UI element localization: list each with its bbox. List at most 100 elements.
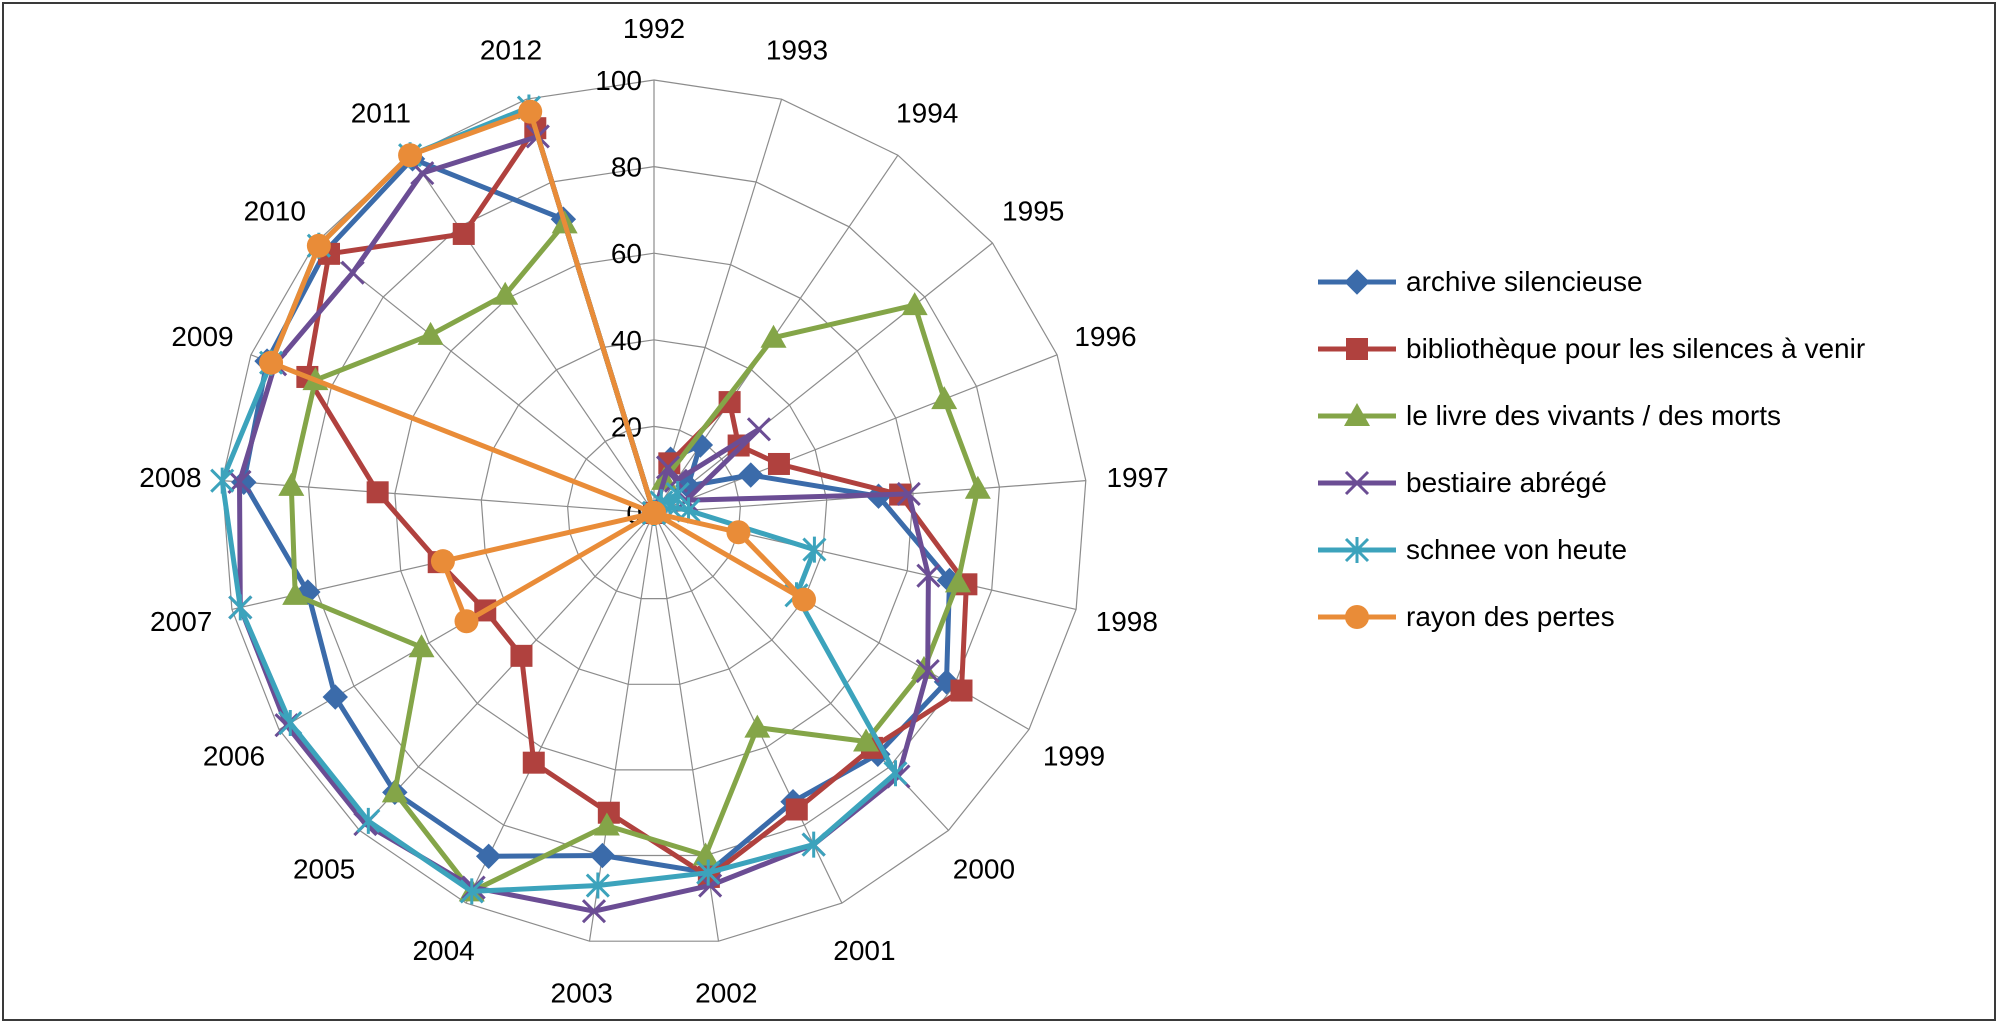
series-1-point-2011 (452, 222, 475, 245)
series-5-point-2009 (259, 350, 284, 375)
legend-item-3: bestiaire abrégé (1316, 449, 1996, 516)
series-5-point-1998 (726, 520, 751, 545)
legend-label-5: rayon des pertes (1406, 600, 1615, 632)
series-2-point-1994 (760, 324, 787, 348)
category-label-1996: 1996 (1074, 321, 1136, 352)
legend-label-4: schnee von heute (1406, 533, 1628, 565)
series-2-point-2002 (692, 842, 719, 866)
legend-item-0: archive silencieuse (1316, 248, 1996, 315)
category-label-1994: 1994 (896, 97, 958, 128)
legend-label-1: bibliothèque pour les silences à venir (1406, 332, 1866, 364)
series-line-3 (237, 134, 931, 914)
series-3-point-1998 (916, 563, 941, 588)
series-2-point-1998 (944, 569, 971, 593)
category-label-1999: 1999 (1043, 741, 1105, 772)
legend-swatch-marker-4 (1344, 536, 1370, 563)
series-1-point-1994 (718, 391, 741, 414)
legend-swatch-marker-5 (1345, 604, 1369, 629)
r-tick-label-5: 100 (595, 65, 642, 96)
series-3-point-1995 (746, 417, 772, 442)
series-2-point-2006 (408, 634, 435, 658)
category-label-2002: 2002 (695, 978, 757, 1009)
legend-swatch-5 (1318, 604, 1396, 629)
series-2-point-1995 (901, 292, 928, 316)
series-5-point-2006 (454, 609, 479, 634)
grid-spoke-11 (588, 512, 655, 942)
category-label-2001: 2001 (833, 935, 895, 966)
series-0-point-2004 (475, 843, 502, 870)
grid-ring-5 (221, 79, 1087, 942)
legend: archive silencieuse bibliothèque pour les… (1316, 248, 1996, 650)
series-0-point-1996 (738, 462, 764, 488)
series-1-point-2001 (785, 798, 808, 821)
category-label-2008: 2008 (139, 462, 201, 493)
series-2-point-2003 (593, 812, 620, 836)
category-label-2005: 2005 (293, 854, 355, 885)
series-5-point-2010 (306, 233, 331, 258)
category-label-2010: 2010 (244, 196, 306, 227)
series-1-point-1999 (950, 679, 973, 702)
grid-ring-3 (394, 252, 914, 771)
series-0-point-2003 (589, 842, 616, 869)
series-5-point-2008 (642, 501, 666, 525)
series-2-point-2008 (278, 472, 305, 496)
series-0-point-2006 (322, 684, 348, 710)
legend-swatch-0 (1318, 268, 1396, 295)
category-label-2009: 2009 (171, 321, 233, 352)
series-2-point-1997 (964, 475, 991, 499)
legend-swatch-1 (1318, 337, 1396, 360)
grid-spoke-3 (653, 242, 993, 514)
series-3-point-1997 (896, 481, 921, 506)
series-5-point-2012 (518, 99, 543, 124)
grid-spoke-1 (653, 99, 783, 514)
series-2-point-2005 (381, 779, 408, 803)
series-4-point-2005 (356, 807, 381, 834)
category-label-2007: 2007 (150, 606, 212, 637)
series-1-point-2004 (522, 751, 545, 774)
series-2-point-2001 (744, 714, 771, 738)
legend-label-0: archive silencieuse (1406, 265, 1643, 297)
series-3-point-1993 (655, 455, 681, 480)
series-3-point-1999 (915, 658, 940, 684)
series-2-point-1996 (931, 386, 958, 410)
legend-swatch-marker-3 (1344, 470, 1370, 495)
grid-ring-2 (480, 339, 828, 685)
series-5 (259, 99, 816, 634)
r-tick-label-2: 40 (611, 325, 642, 356)
grid-spoke-4 (653, 354, 1058, 514)
category-label-2004: 2004 (412, 935, 474, 966)
series-4-point-2004 (459, 878, 484, 905)
series-5-point-1999 (791, 587, 816, 612)
grid-spoke-19 (409, 154, 655, 514)
series-4-point-2008 (210, 467, 235, 494)
category-label-1995: 1995 (1002, 196, 1064, 227)
grid-spoke-9 (653, 512, 843, 904)
legend-swatch-3 (1318, 470, 1396, 495)
legend-swatch-marker-2 (1344, 402, 1370, 426)
series-4-point-2003 (585, 872, 610, 899)
series-0 (231, 146, 963, 886)
category-label-2006: 2006 (203, 741, 265, 772)
category-label-1997: 1997 (1106, 462, 1168, 493)
series-4-point-2002 (696, 859, 721, 886)
category-label-2012: 2012 (480, 35, 542, 66)
series-5-point-2007 (430, 549, 455, 574)
legend-swatch-marker-0 (1344, 268, 1370, 295)
category-label-2011: 2011 (351, 97, 411, 128)
series-2-point-2007 (282, 581, 309, 605)
series-layer (210, 94, 991, 924)
series-2-point-2011 (492, 281, 519, 305)
series-4-point-1998 (802, 536, 827, 563)
series-1-point-2008 (366, 481, 389, 504)
grid-ring-1 (566, 425, 742, 600)
series-line-0 (241, 156, 952, 876)
series-3-point-2003 (581, 899, 607, 924)
category-label-1992: 1992 (623, 13, 685, 44)
series-2 (278, 210, 991, 902)
series-line-2 (288, 220, 981, 894)
r-tick-label-3: 60 (611, 238, 642, 269)
legend-swatch-2 (1318, 402, 1396, 426)
category-label-2003: 2003 (551, 978, 613, 1009)
grid-spoke-12 (465, 512, 655, 904)
